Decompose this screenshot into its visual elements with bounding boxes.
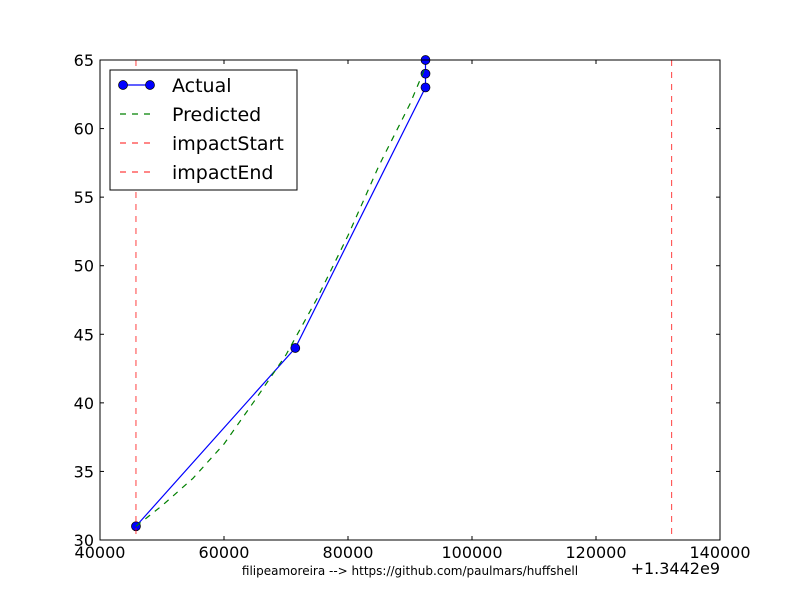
legend-marker-actual xyxy=(145,80,155,90)
legend-label-actual: Actual xyxy=(172,75,232,97)
x-tick-label: 40000 xyxy=(75,543,126,562)
y-tick-label: 35 xyxy=(74,462,94,481)
legend-box xyxy=(109,69,298,191)
axes-frame xyxy=(99,59,721,541)
y-tick-label: 30 xyxy=(74,531,94,550)
axis-ticks: 40000 60000 80000 100000 120000 140000 30 35 40 4… xyxy=(74,51,751,562)
y-tick-label: 40 xyxy=(74,394,94,413)
legend-marker-actual xyxy=(118,80,128,90)
legend-label-predicted: Predicted xyxy=(172,104,261,126)
y-tick-label: 50 xyxy=(74,257,94,276)
y-tick-label: 65 xyxy=(74,51,94,70)
actual-point xyxy=(420,82,431,93)
legend-label-impactend: impactEnd xyxy=(172,162,274,184)
x-tick-label: 140000 xyxy=(689,543,750,562)
x-offset-label: +1.3442e9 xyxy=(631,559,720,578)
predicted-series-line xyxy=(135,66,427,527)
actual-point xyxy=(290,343,301,353)
y-tick-label: 55 xyxy=(74,188,94,207)
y-tick-label: 60 xyxy=(74,120,94,139)
y-tick-label: 45 xyxy=(74,325,94,344)
x-tick-label: 60000 xyxy=(199,543,250,562)
legend-label-impactstart: impactStart xyxy=(172,133,284,155)
x-tick-label: 80000 xyxy=(323,543,374,562)
footer-credit: filipeamoreira --> https://github.com/pa… xyxy=(242,564,578,578)
x-tick-label: 100000 xyxy=(441,543,502,562)
legend: Actual Predicted impactStart impactEnd xyxy=(109,69,298,191)
x-tick-label: 120000 xyxy=(565,543,626,562)
plot-area xyxy=(131,55,673,540)
